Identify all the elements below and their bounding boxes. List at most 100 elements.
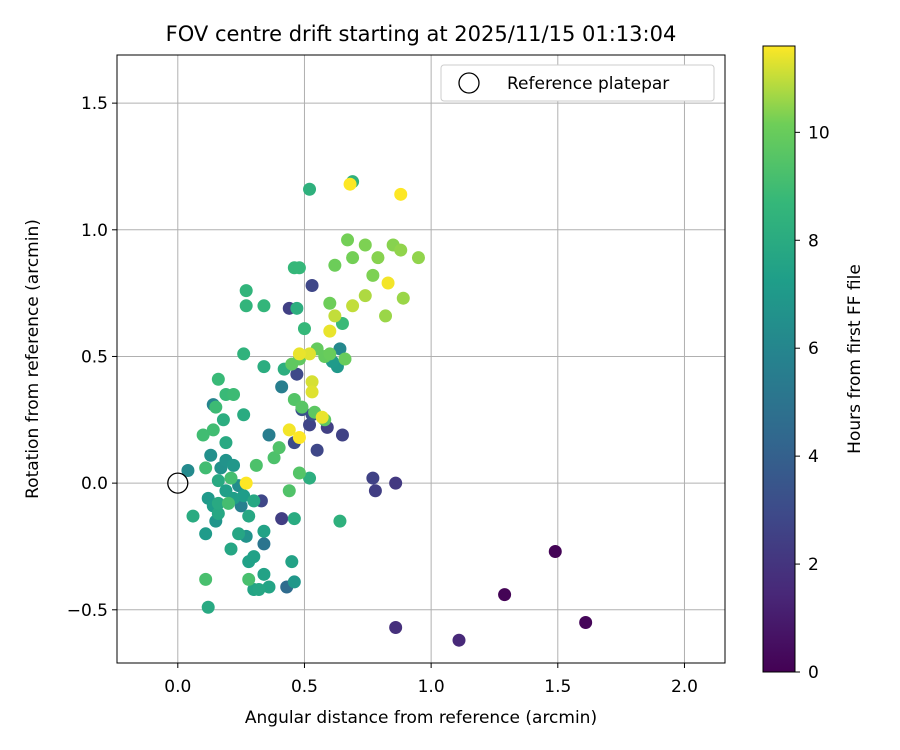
scatter-point xyxy=(287,512,301,526)
scatter-point xyxy=(315,410,329,424)
scatter-point xyxy=(328,258,342,272)
scatter-point xyxy=(186,509,200,523)
scatter-point xyxy=(211,496,225,510)
scatter-point xyxy=(221,496,235,510)
scatter-point xyxy=(338,352,352,366)
scatter-point xyxy=(267,451,281,465)
y-tick-label: 0.5 xyxy=(81,347,108,367)
scatter-point xyxy=(290,367,304,381)
scatter-point xyxy=(292,466,306,480)
reference-marker xyxy=(167,472,189,494)
scatter-point xyxy=(358,238,372,252)
scatter-point xyxy=(272,441,286,455)
chart-title: FOV centre drift starting at 2025/11/15 … xyxy=(166,22,677,46)
scatter-point xyxy=(548,545,562,559)
legend: Reference platepar xyxy=(440,64,715,102)
scatter-point xyxy=(394,187,408,201)
colorbar-tick-label: 2 xyxy=(808,555,819,575)
scatter-point xyxy=(411,251,425,265)
scatter-point xyxy=(310,443,324,457)
y-tick-label: 1.0 xyxy=(81,221,108,241)
legend-marker-reference xyxy=(458,72,480,94)
x-tick-label: 0.5 xyxy=(291,677,318,697)
scatter-point xyxy=(219,436,233,450)
x-tick-label: 2.0 xyxy=(671,677,698,697)
scatter-point xyxy=(328,309,342,323)
scatter-point xyxy=(371,251,385,265)
scatter-point xyxy=(275,380,289,394)
scatter-point xyxy=(242,509,256,523)
colorbar-tick-label: 4 xyxy=(808,447,819,467)
scatter-point xyxy=(282,484,296,498)
scatter-point xyxy=(333,514,347,528)
scatter-point xyxy=(358,289,372,303)
scatter-point xyxy=(346,251,360,265)
colorbar-label: Hours from first FF file xyxy=(845,264,865,454)
scatter-point xyxy=(181,463,195,477)
scatter-point xyxy=(396,291,410,305)
scatter-point xyxy=(257,537,271,551)
legend-label-reference: Reference platepar xyxy=(507,74,669,94)
scatter-point xyxy=(211,474,225,488)
scatter-point xyxy=(199,572,213,586)
scatter-point xyxy=(305,375,319,389)
scatter-point xyxy=(292,347,306,361)
scatter-point xyxy=(227,458,241,472)
scatter-point xyxy=(323,347,337,361)
colorbar-ticks: 0 2 4 6 8 10 xyxy=(795,123,830,683)
scatter-point xyxy=(247,494,261,508)
scatter-point xyxy=(224,542,238,556)
y-tick-label: −0.5 xyxy=(67,601,108,621)
scatter-point xyxy=(389,476,403,490)
scatter-point xyxy=(379,309,393,323)
scatter-point xyxy=(239,476,253,490)
scatter-point xyxy=(305,279,319,293)
scatter-point xyxy=(305,385,319,399)
scatter-point xyxy=(335,428,349,442)
scatter-point xyxy=(199,461,213,475)
scatter-point xyxy=(323,324,337,338)
scatter-point xyxy=(333,342,347,356)
scatter-point xyxy=(239,299,253,313)
scatter-point xyxy=(224,471,238,485)
scatter-point xyxy=(368,484,382,498)
scatter-point xyxy=(206,423,220,437)
scatter-point xyxy=(227,387,241,401)
plot-frame xyxy=(116,54,726,664)
scatter-point xyxy=(204,448,218,462)
y-axis-label: Rotation from reference (arcmin) xyxy=(23,219,43,499)
colorbar xyxy=(762,45,796,673)
scatter-point xyxy=(303,471,317,485)
y-tick-label: 1.5 xyxy=(81,94,108,114)
scatter-point xyxy=(257,299,271,313)
scatter-point xyxy=(292,431,306,445)
scatter-point xyxy=(249,458,263,472)
scatter-point xyxy=(242,572,256,586)
scatter-point xyxy=(303,418,317,432)
scatter-point xyxy=(346,299,360,313)
scatter-point xyxy=(303,182,317,196)
scatter-point xyxy=(290,301,304,315)
colorbar-tick-label: 8 xyxy=(808,231,819,251)
scatter-point xyxy=(282,423,296,437)
scatter-point xyxy=(196,428,210,442)
scatter-point xyxy=(211,507,225,521)
scatter-point xyxy=(257,360,271,374)
scatter-point xyxy=(366,471,380,485)
scatter-point xyxy=(381,276,395,290)
scatter-point xyxy=(201,600,215,614)
x-axis-label: Angular distance from reference (arcmin) xyxy=(245,708,597,728)
scatter-point xyxy=(295,400,309,414)
scatter-point xyxy=(498,588,512,602)
scatter-point xyxy=(262,428,276,442)
scatter-point xyxy=(257,524,271,538)
scatter-point xyxy=(252,583,266,597)
grid xyxy=(117,55,725,663)
scatter-point xyxy=(452,633,466,647)
x-tick-label: 0.0 xyxy=(164,677,191,697)
x-tick-label: 1.5 xyxy=(544,677,571,697)
scatter-point xyxy=(262,580,276,594)
scatter-point xyxy=(239,284,253,298)
scatter-point xyxy=(341,233,355,247)
